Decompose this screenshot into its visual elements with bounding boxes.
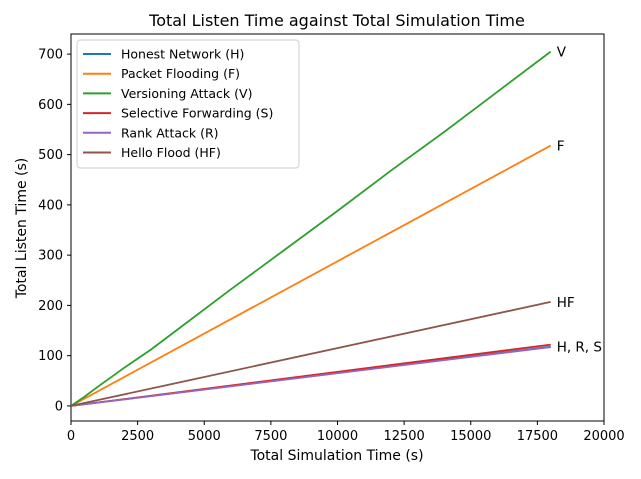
- x-tick-label: 17500: [517, 429, 558, 444]
- y-tick-label: 0: [55, 399, 63, 414]
- legend-label: Rank Attack (R): [121, 125, 219, 140]
- x-tick-label: 12500: [383, 429, 424, 444]
- legend-label: Honest Network (H): [121, 47, 244, 62]
- x-axis-ticks: 0 2500 5000 7500 10000 12500 15000 17500 20000: [67, 421, 625, 444]
- legend-label: Selective Forwarding (S): [121, 106, 273, 121]
- end-label: V: [557, 45, 567, 61]
- end-label: HF: [557, 295, 575, 311]
- series-line-4: [70, 346, 551, 407]
- legend-box: [76, 39, 300, 169]
- y-tick-label: 100: [38, 349, 63, 364]
- series-line-2: [70, 50, 552, 407]
- end-label: H, R, S: [557, 340, 602, 356]
- y-tick-label: 300: [38, 249, 63, 264]
- x-tick-label: 15000: [450, 429, 491, 444]
- legend-label: Versioning Attack (V): [121, 86, 252, 101]
- x-tick-label: 0: [67, 429, 75, 444]
- x-tick-label: 20000: [583, 429, 624, 444]
- legend-label: Packet Flooding (F): [121, 66, 240, 81]
- series-line-5: [70, 301, 551, 407]
- x-tick-label: 7500: [254, 429, 287, 444]
- end-label: F: [557, 139, 565, 155]
- end-labels: V F HF H, R, S: [557, 45, 602, 356]
- y-tick-label: 200: [38, 299, 63, 314]
- legend-label: Hello Flood (HF): [121, 145, 221, 160]
- x-tick-label: 10000: [317, 429, 358, 444]
- legend: Honest Network (H) Packet Flooding (F) Ver…: [76, 39, 300, 169]
- y-tick-label: 600: [38, 98, 63, 113]
- x-tick-label: 5000: [188, 429, 221, 444]
- y-tick-label: 700: [38, 48, 63, 63]
- y-tick-label: 400: [38, 198, 63, 213]
- series-lines: [70, 50, 552, 407]
- y-axis-ticks: 0 100 200 300 400 500 600 700: [38, 48, 71, 414]
- chart-title: Total Listen Time against Total Simulati…: [148, 11, 525, 30]
- x-axis-label: Total Simulation Time (s): [249, 448, 423, 464]
- y-tick-label: 500: [38, 148, 63, 163]
- x-tick-label: 2500: [121, 429, 154, 444]
- series-line-1: [70, 144, 552, 407]
- y-axis-label: Total Listen Time (s): [14, 158, 30, 300]
